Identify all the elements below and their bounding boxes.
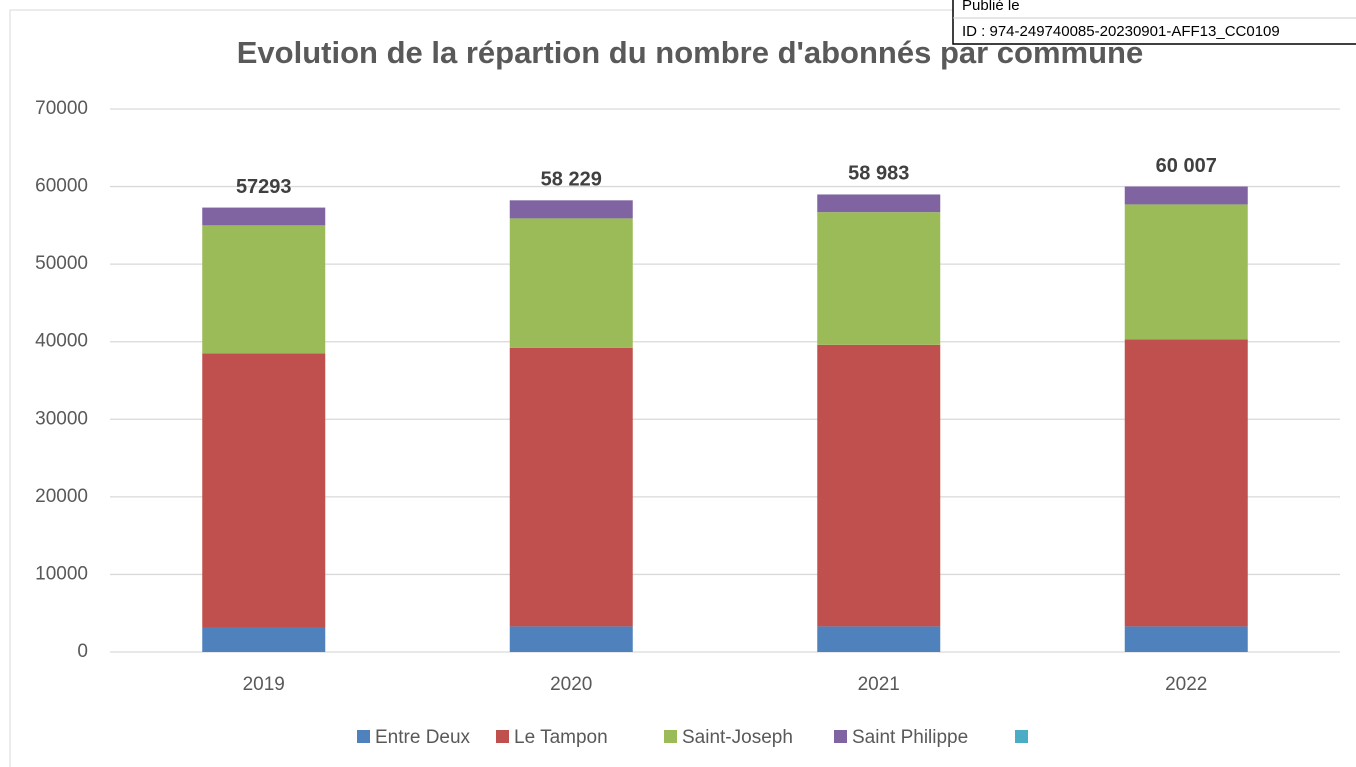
bar-segment (1124, 204, 1248, 340)
stamp-line: ID : 974-249740085-20230901-AFF13_CC0109 (962, 23, 1280, 40)
legend-swatch (357, 730, 370, 743)
y-tick-label: 0 (77, 641, 88, 662)
x-tick-label: 2019 (243, 674, 285, 695)
bar-segment (202, 225, 326, 354)
total-label: 60 007 (1156, 155, 1217, 177)
y-tick-label: 20000 (35, 486, 88, 507)
y-tick-label: 70000 (35, 98, 88, 119)
bar-segment (202, 207, 326, 226)
y-tick-label: 60000 (35, 176, 88, 197)
total-label: 58 983 (848, 163, 909, 185)
bar-segment (509, 626, 633, 652)
x-tick-label: 2022 (1165, 674, 1207, 695)
bar-segment (509, 218, 633, 348)
bar-segment (509, 200, 633, 219)
legend-swatch (664, 730, 677, 743)
x-tick-label: 2021 (858, 674, 900, 695)
bar-segment (202, 627, 326, 652)
bar-segment (817, 194, 941, 213)
y-tick-label: 30000 (35, 408, 88, 429)
bar-segment (817, 626, 941, 652)
bar-segment (817, 212, 941, 345)
y-tick-label: 10000 (35, 563, 88, 584)
legend-label: Le Tampon (514, 727, 608, 748)
bar-segment (1124, 339, 1248, 627)
legend-swatch (834, 730, 847, 743)
legend-swatch (496, 730, 509, 743)
y-tick-label: 50000 (35, 253, 88, 274)
bar-segment (1124, 626, 1248, 652)
x-tick-label: 2020 (550, 674, 592, 695)
legend-label: Saint Philippe (852, 727, 968, 748)
stamp-box (952, 0, 1356, 45)
bar-segment (202, 353, 326, 628)
stamp-line: Publié le (962, 0, 1020, 14)
legend-swatch (1015, 730, 1028, 743)
total-label: 58 229 (541, 169, 602, 191)
legend-label: Entre Deux (375, 727, 471, 748)
chart-frame (9, 9, 1356, 767)
y-tick-label: 40000 (35, 331, 88, 352)
total-label: 57293 (236, 176, 292, 198)
bar-segment (509, 347, 633, 627)
legend-label: Saint-Joseph (682, 727, 793, 748)
bar-segment (1124, 186, 1248, 205)
bar-segment (817, 344, 941, 627)
stamp: Publié le ID : 974-249740085-20230901-AF… (952, 0, 1356, 45)
